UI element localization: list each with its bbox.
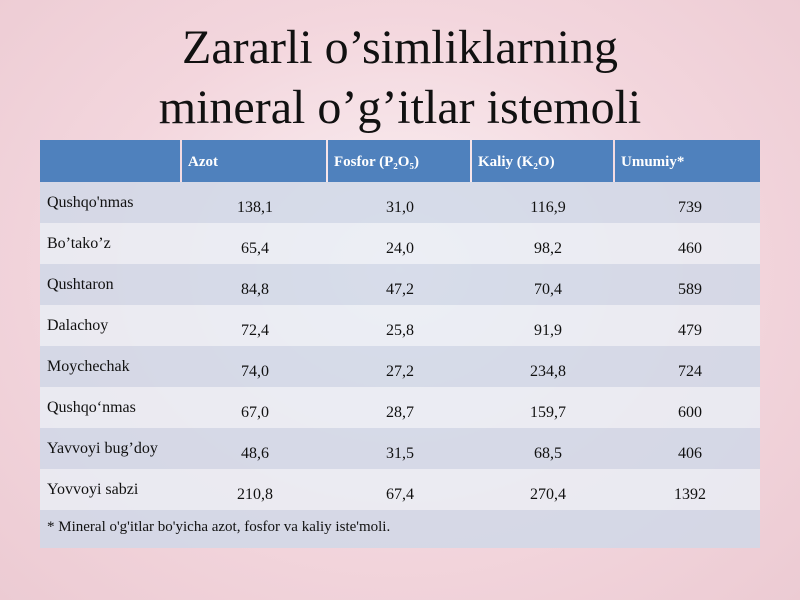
value-cell: 25,8 [386, 322, 414, 339]
slide-title: mineral o’g’itlar istemoli [158, 81, 642, 134]
value-cell: 406 [678, 445, 702, 462]
value-cell: 460 [678, 240, 702, 257]
value-cell: 27,2 [386, 363, 414, 380]
footnote: * Mineral o'g'itlar bo'yicha azot, fosfo… [47, 519, 391, 535]
row-label: Yovvoyi sabzi [47, 481, 139, 498]
table-row [40, 182, 760, 223]
value-cell: 48,6 [241, 445, 269, 462]
footnote-row [40, 510, 760, 548]
value-cell: 47,2 [386, 281, 414, 298]
header-cell: Fosfor (P₂O₅) [328, 140, 470, 182]
value-cell: 159,7 [530, 404, 566, 421]
table-row [40, 387, 760, 428]
table-row [40, 305, 760, 346]
row-label: Qushtaron [47, 276, 114, 293]
value-cell: 68,5 [534, 445, 562, 462]
value-cell: 31,5 [386, 445, 414, 462]
slide-title: Zararli o’simliklarning [182, 21, 618, 74]
row-label: Dalachoy [47, 317, 109, 334]
value-cell: 67,0 [241, 404, 269, 421]
row-label: Moychechak [47, 358, 130, 375]
value-cell: 1392 [674, 486, 706, 503]
value-cell: 24,0 [386, 240, 414, 257]
value-cell: 739 [678, 199, 702, 216]
row-label: Yavvoyi bug’doy [47, 440, 158, 457]
value-cell: 67,4 [386, 486, 414, 503]
value-cell: 479 [678, 322, 702, 339]
value-cell: 70,4 [534, 281, 562, 298]
value-cell: 270,4 [530, 486, 566, 503]
value-cell: 138,1 [237, 199, 273, 216]
value-cell: 28,7 [386, 404, 414, 421]
row-label: Qushqo'nmas [47, 194, 134, 211]
value-cell: 234,8 [530, 363, 566, 380]
header-cell: Kaliy (K₂O) [472, 140, 613, 182]
value-cell: 72,4 [241, 322, 269, 339]
table-row [40, 469, 760, 510]
value-cell: 74,0 [241, 363, 269, 380]
row-label: Bo’tako’z [47, 235, 111, 252]
value-cell: 600 [678, 404, 702, 421]
row-label: Qushqo‘nmas [47, 399, 136, 416]
value-cell: 31,0 [386, 199, 414, 216]
value-cell: 589 [678, 281, 702, 298]
value-cell: 91,9 [534, 322, 562, 339]
table-row [40, 346, 760, 387]
table-row [40, 264, 760, 305]
header-cell [40, 140, 180, 182]
header-cell: Azot [182, 140, 326, 182]
value-cell: 724 [678, 363, 702, 380]
value-cell: 210,8 [237, 486, 273, 503]
value-cell: 65,4 [241, 240, 269, 257]
table-row [40, 223, 760, 264]
table-row [40, 428, 760, 469]
value-cell: 84,8 [241, 281, 269, 298]
header-cell: Umumiy* [615, 140, 760, 182]
value-cell: 98,2 [534, 240, 562, 257]
value-cell: 116,9 [530, 199, 566, 216]
